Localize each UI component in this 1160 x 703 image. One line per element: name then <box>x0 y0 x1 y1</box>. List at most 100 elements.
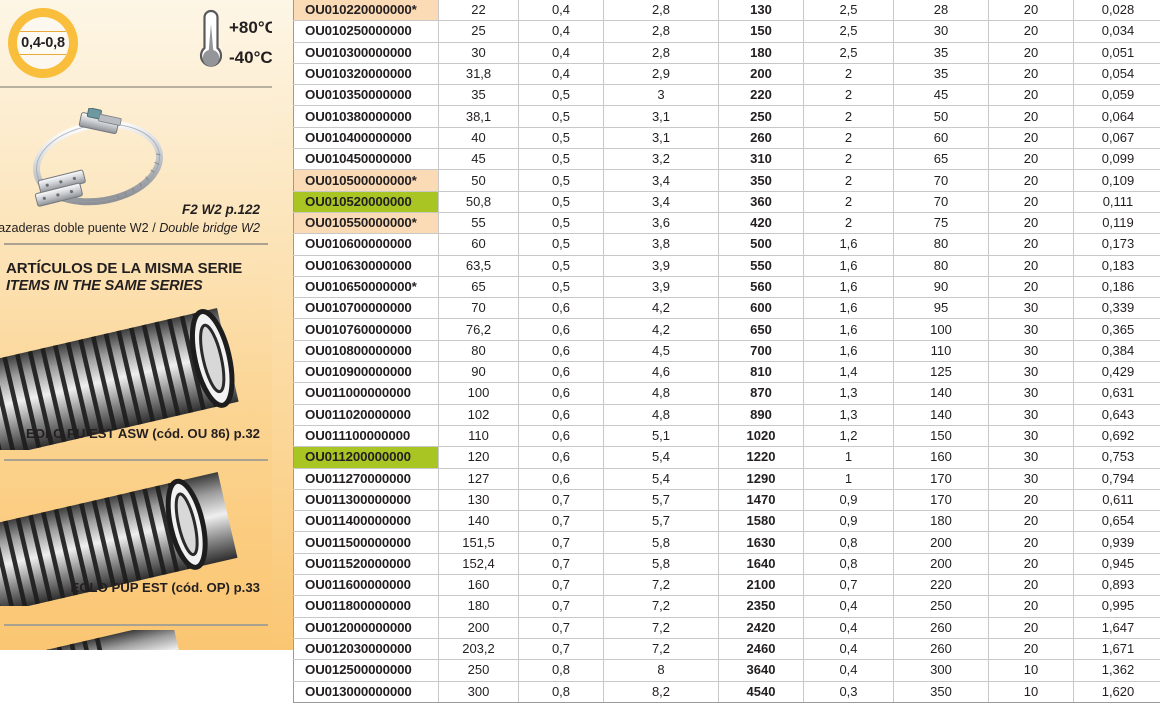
cell-code: OU012000000000 <box>294 617 439 638</box>
cell-wall_thickness: 0,5 <box>519 85 604 106</box>
cell-min_bend: 90 <box>894 276 989 297</box>
cell-min_bend: 200 <box>894 532 989 553</box>
cell-min_bend: 70 <box>894 191 989 212</box>
thermometer-icon <box>196 8 226 74</box>
cell-code: OU013000000000 <box>294 681 439 702</box>
cell-min_bend: 260 <box>894 638 989 659</box>
cell-coil_length: 20 <box>989 106 1074 127</box>
cell-bend_radius: 310 <box>719 149 804 170</box>
related-item-2[interactable]: EOLO PUP EST (cód. OP) p.33 <box>0 466 272 606</box>
clamp-caption-en: Double bridge W2 <box>159 221 260 235</box>
cell-internal_diameter: 180 <box>439 596 519 617</box>
related-item-1[interactable]: EOLO PU EST ASW (cód. OU 86) p.32 <box>0 300 272 450</box>
cell-vacuum: 2 <box>804 63 894 84</box>
cell-code: OU010400000000 <box>294 127 439 148</box>
cell-bend_radius: 260 <box>719 127 804 148</box>
cell-min_bend: 30 <box>894 21 989 42</box>
cell-bend_radius: 650 <box>719 319 804 340</box>
cell-wall_thickness: 0,7 <box>519 575 604 596</box>
cell-wall_thickness: 0,4 <box>519 63 604 84</box>
cell-code: OU011270000000 <box>294 468 439 489</box>
cell-price: 0,099 <box>1074 149 1160 170</box>
hose-clamp-image <box>12 108 192 208</box>
cell-vacuum: 1,2 <box>804 425 894 446</box>
cell-internal_diameter: 25 <box>439 21 519 42</box>
cell-bend_radius: 150 <box>719 21 804 42</box>
cell-internal_diameter: 38,1 <box>439 106 519 127</box>
cell-coil_length: 30 <box>989 425 1074 446</box>
cell-internal_diameter: 130 <box>439 489 519 510</box>
cell-wall_thickness: 0,8 <box>519 681 604 702</box>
cell-bend_radius: 560 <box>719 276 804 297</box>
cell-code: OU011300000000 <box>294 489 439 510</box>
cell-weight: 5,7 <box>604 511 719 532</box>
cell-code: OU011000000000 <box>294 383 439 404</box>
cell-weight: 3,1 <box>604 106 719 127</box>
cell-price: 0,051 <box>1074 42 1160 63</box>
cell-min_bend: 95 <box>894 298 989 319</box>
cell-price: 0,067 <box>1074 127 1160 148</box>
cell-wall_thickness: 0,5 <box>519 276 604 297</box>
cell-vacuum: 0,9 <box>804 489 894 510</box>
corrugated-hose-image <box>0 630 272 650</box>
cell-min_bend: 300 <box>894 660 989 681</box>
cell-min_bend: 140 <box>894 383 989 404</box>
cell-price: 0,186 <box>1074 276 1160 297</box>
cell-code: OU011020000000 <box>294 404 439 425</box>
cell-internal_diameter: 110 <box>439 425 519 446</box>
cell-min_bend: 140 <box>894 404 989 425</box>
related-item-3[interactable] <box>0 630 272 650</box>
related-item-caption: EOLO PUP EST (cód. OP) p.33 <box>70 580 260 595</box>
cell-code: OU011520000000 <box>294 553 439 574</box>
cell-bend_radius: 1640 <box>719 553 804 574</box>
cell-code: OU010600000000 <box>294 234 439 255</box>
cell-min_bend: 170 <box>894 489 989 510</box>
cell-min_bend: 28 <box>894 0 989 21</box>
cell-code: OU011500000000 <box>294 532 439 553</box>
cell-vacuum: 0,7 <box>804 575 894 596</box>
cell-price: 0,429 <box>1074 362 1160 383</box>
cell-vacuum: 1,6 <box>804 319 894 340</box>
cell-price: 0,119 <box>1074 212 1160 233</box>
cell-code: OU010800000000 <box>294 340 439 361</box>
cell-bend_radius: 1630 <box>719 532 804 553</box>
cell-vacuum: 0,3 <box>804 681 894 702</box>
temperature-high-label: +80°C <box>229 18 277 38</box>
cell-weight: 5,8 <box>604 553 719 574</box>
cell-coil_length: 20 <box>989 511 1074 532</box>
